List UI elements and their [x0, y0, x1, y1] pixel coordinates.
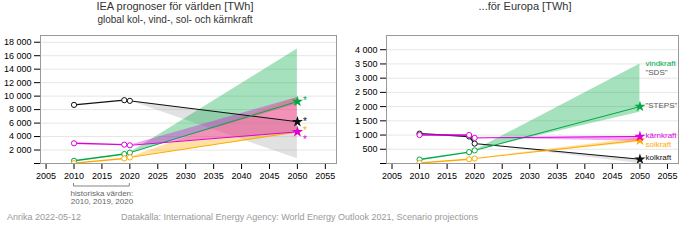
svg-text:3 500: 3 500: [355, 59, 378, 69]
svg-text:2035: 2035: [204, 171, 224, 181]
svg-text:vindkraft: vindkraft: [645, 59, 676, 68]
svg-text:4 000: 4 000: [9, 131, 32, 141]
svg-text:*: *: [303, 95, 307, 106]
svg-text:solkraft: solkraft: [645, 140, 672, 149]
svg-text:2 500: 2 500: [355, 87, 378, 97]
svg-text:2 000: 2 000: [355, 101, 378, 111]
html-text:Anrika 2022-05-12: Anrika 2022-05-12: [7, 212, 82, 222]
svg-text:3 000: 3 000: [355, 73, 378, 83]
svg-text:18 000: 18 000: [4, 37, 32, 47]
svg-text:10 000: 10 000: [4, 91, 32, 101]
svg-text:2 000: 2 000: [9, 145, 32, 155]
svg-text:500: 500: [362, 144, 377, 154]
svg-text:2025: 2025: [492, 171, 512, 181]
svg-text:2020: 2020: [120, 171, 140, 181]
svg-text:1 500: 1 500: [355, 116, 378, 126]
html-text:global kol-, vind-, sol- och k: global kol-, vind-, sol- och kärnkraft: [97, 14, 253, 25]
svg-text:2010: 2010: [64, 171, 84, 181]
html-text:Datakälla: International Energ: Datakälla: International Energy Agency: …: [121, 212, 479, 222]
svg-text:2050: 2050: [630, 171, 650, 181]
svg-text:*: *: [303, 134, 307, 145]
svg-text:2050: 2050: [287, 171, 307, 181]
svg-text:16 000: 16 000: [4, 51, 32, 61]
svg-text:"STEPS": "STEPS": [645, 101, 677, 110]
svg-text:12 000: 12 000: [4, 78, 32, 88]
svg-text:2035: 2035: [547, 171, 567, 181]
svg-text:2010: 2010: [410, 171, 430, 181]
svg-text:2030: 2030: [176, 171, 196, 181]
svg-text:6 000: 6 000: [9, 118, 32, 128]
svg-text:2055: 2055: [657, 171, 677, 181]
html-text:...för Europa [TWh]: ...för Europa [TWh]: [478, 0, 572, 12]
svg-text:2040: 2040: [232, 171, 252, 181]
svg-text:2055: 2055: [315, 171, 335, 181]
svg-text:2005: 2005: [382, 171, 402, 181]
svg-text:2020: 2020: [465, 171, 485, 181]
svg-text:2015: 2015: [437, 171, 457, 181]
svg-text:"SDS": "SDS": [645, 68, 667, 77]
html-text:IEA prognoser för världen [TWh: IEA prognoser för världen [TWh]: [96, 0, 254, 12]
svg-text:2045: 2045: [259, 171, 279, 181]
svg-text:2015: 2015: [92, 171, 112, 181]
svg-text:2030: 2030: [520, 171, 540, 181]
svg-text:kärnkraft: kärnkraft: [645, 131, 677, 140]
svg-text:14 000: 14 000: [4, 64, 32, 74]
svg-text:4 000: 4 000: [355, 45, 378, 55]
svg-text:kolkraft: kolkraft: [645, 153, 672, 162]
svg-text:2040: 2040: [575, 171, 595, 181]
svg-text:1 000: 1 000: [355, 130, 378, 140]
svg-text:2025: 2025: [148, 171, 168, 181]
svg-text:2045: 2045: [602, 171, 622, 181]
svg-text:8 000: 8 000: [9, 104, 32, 114]
svg-text:historiska värden:2010, 2019,: historiska värden:2010, 2019, 2020: [71, 189, 134, 206]
svg-text:2005: 2005: [36, 171, 56, 181]
